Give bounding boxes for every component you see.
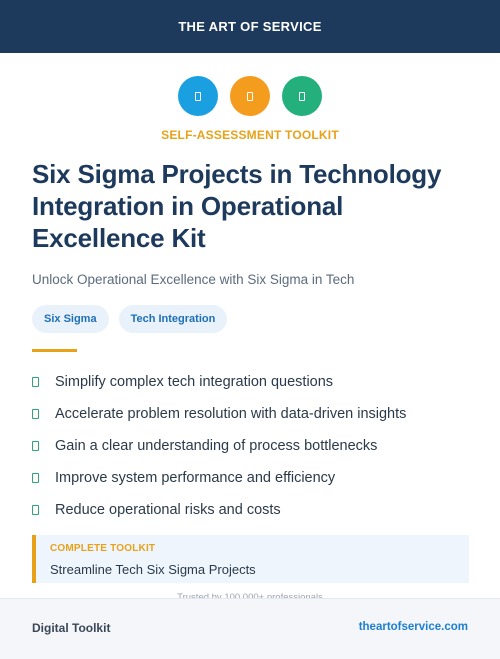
subtitle: Unlock Operational Excellence with Six S… — [32, 272, 355, 287]
benefit-item: Reduce operational risks and costs — [32, 494, 406, 526]
benefit-text: Gain a clear understanding of process bo… — [55, 438, 378, 454]
benefit-item: Improve system performance and efficienc… — [32, 462, 406, 494]
toolkit-callout: COMPLETE TOOLKIT Streamline Tech Six Sig… — [32, 535, 469, 583]
benefit-text: Simplify complex tech integration questi… — [55, 374, 334, 390]
toolkit-description: Streamline Tech Six Sigma Projects — [50, 562, 256, 577]
green-square-icon — [282, 76, 322, 116]
check-icon — [32, 441, 39, 451]
check-icon — [32, 473, 39, 483]
tag-list: Six Sigma Tech Integration — [32, 305, 228, 333]
icon-row — [0, 76, 500, 116]
tag-tech-integration[interactable]: Tech Integration — [118, 305, 228, 333]
benefit-text: Reduce operational risks and costs — [55, 502, 281, 518]
benefit-text: Accelerate problem resolution with data-… — [55, 406, 407, 422]
blue-square-icon — [178, 76, 218, 116]
footer: Digital Toolkit theartofservice.com — [0, 598, 500, 659]
tag-six-sigma[interactable]: Six Sigma — [32, 305, 109, 333]
benefit-item: Accelerate problem resolution with data-… — [32, 398, 406, 430]
trust-note: Trusted by 100,000+ professionals — [0, 592, 500, 603]
toolkit-label: COMPLETE TOOLKIT — [50, 543, 156, 554]
check-icon — [32, 377, 39, 387]
benefit-list: Simplify complex tech integration questi… — [32, 366, 406, 526]
benefit-text: Improve system performance and efficienc… — [55, 470, 336, 486]
brand-name: THE ART OF SERVICE — [178, 19, 322, 34]
orange-square-icon — [230, 76, 270, 116]
check-icon — [32, 505, 39, 515]
accent-divider — [32, 349, 77, 352]
benefit-item: Simplify complex tech integration questi… — [32, 366, 406, 398]
benefit-item: Gain a clear understanding of process bo… — [32, 430, 406, 462]
check-icon — [32, 409, 39, 419]
header-bar: THE ART OF SERVICE — [0, 0, 500, 53]
eyebrow-label: SELF-ASSESSMENT TOOLKIT — [161, 128, 339, 142]
website-link[interactable]: theartofservice.com — [358, 621, 468, 633]
footer-label: Digital Toolkit — [32, 621, 111, 635]
page-title: Six Sigma Projects in Technology Integra… — [32, 159, 442, 253]
